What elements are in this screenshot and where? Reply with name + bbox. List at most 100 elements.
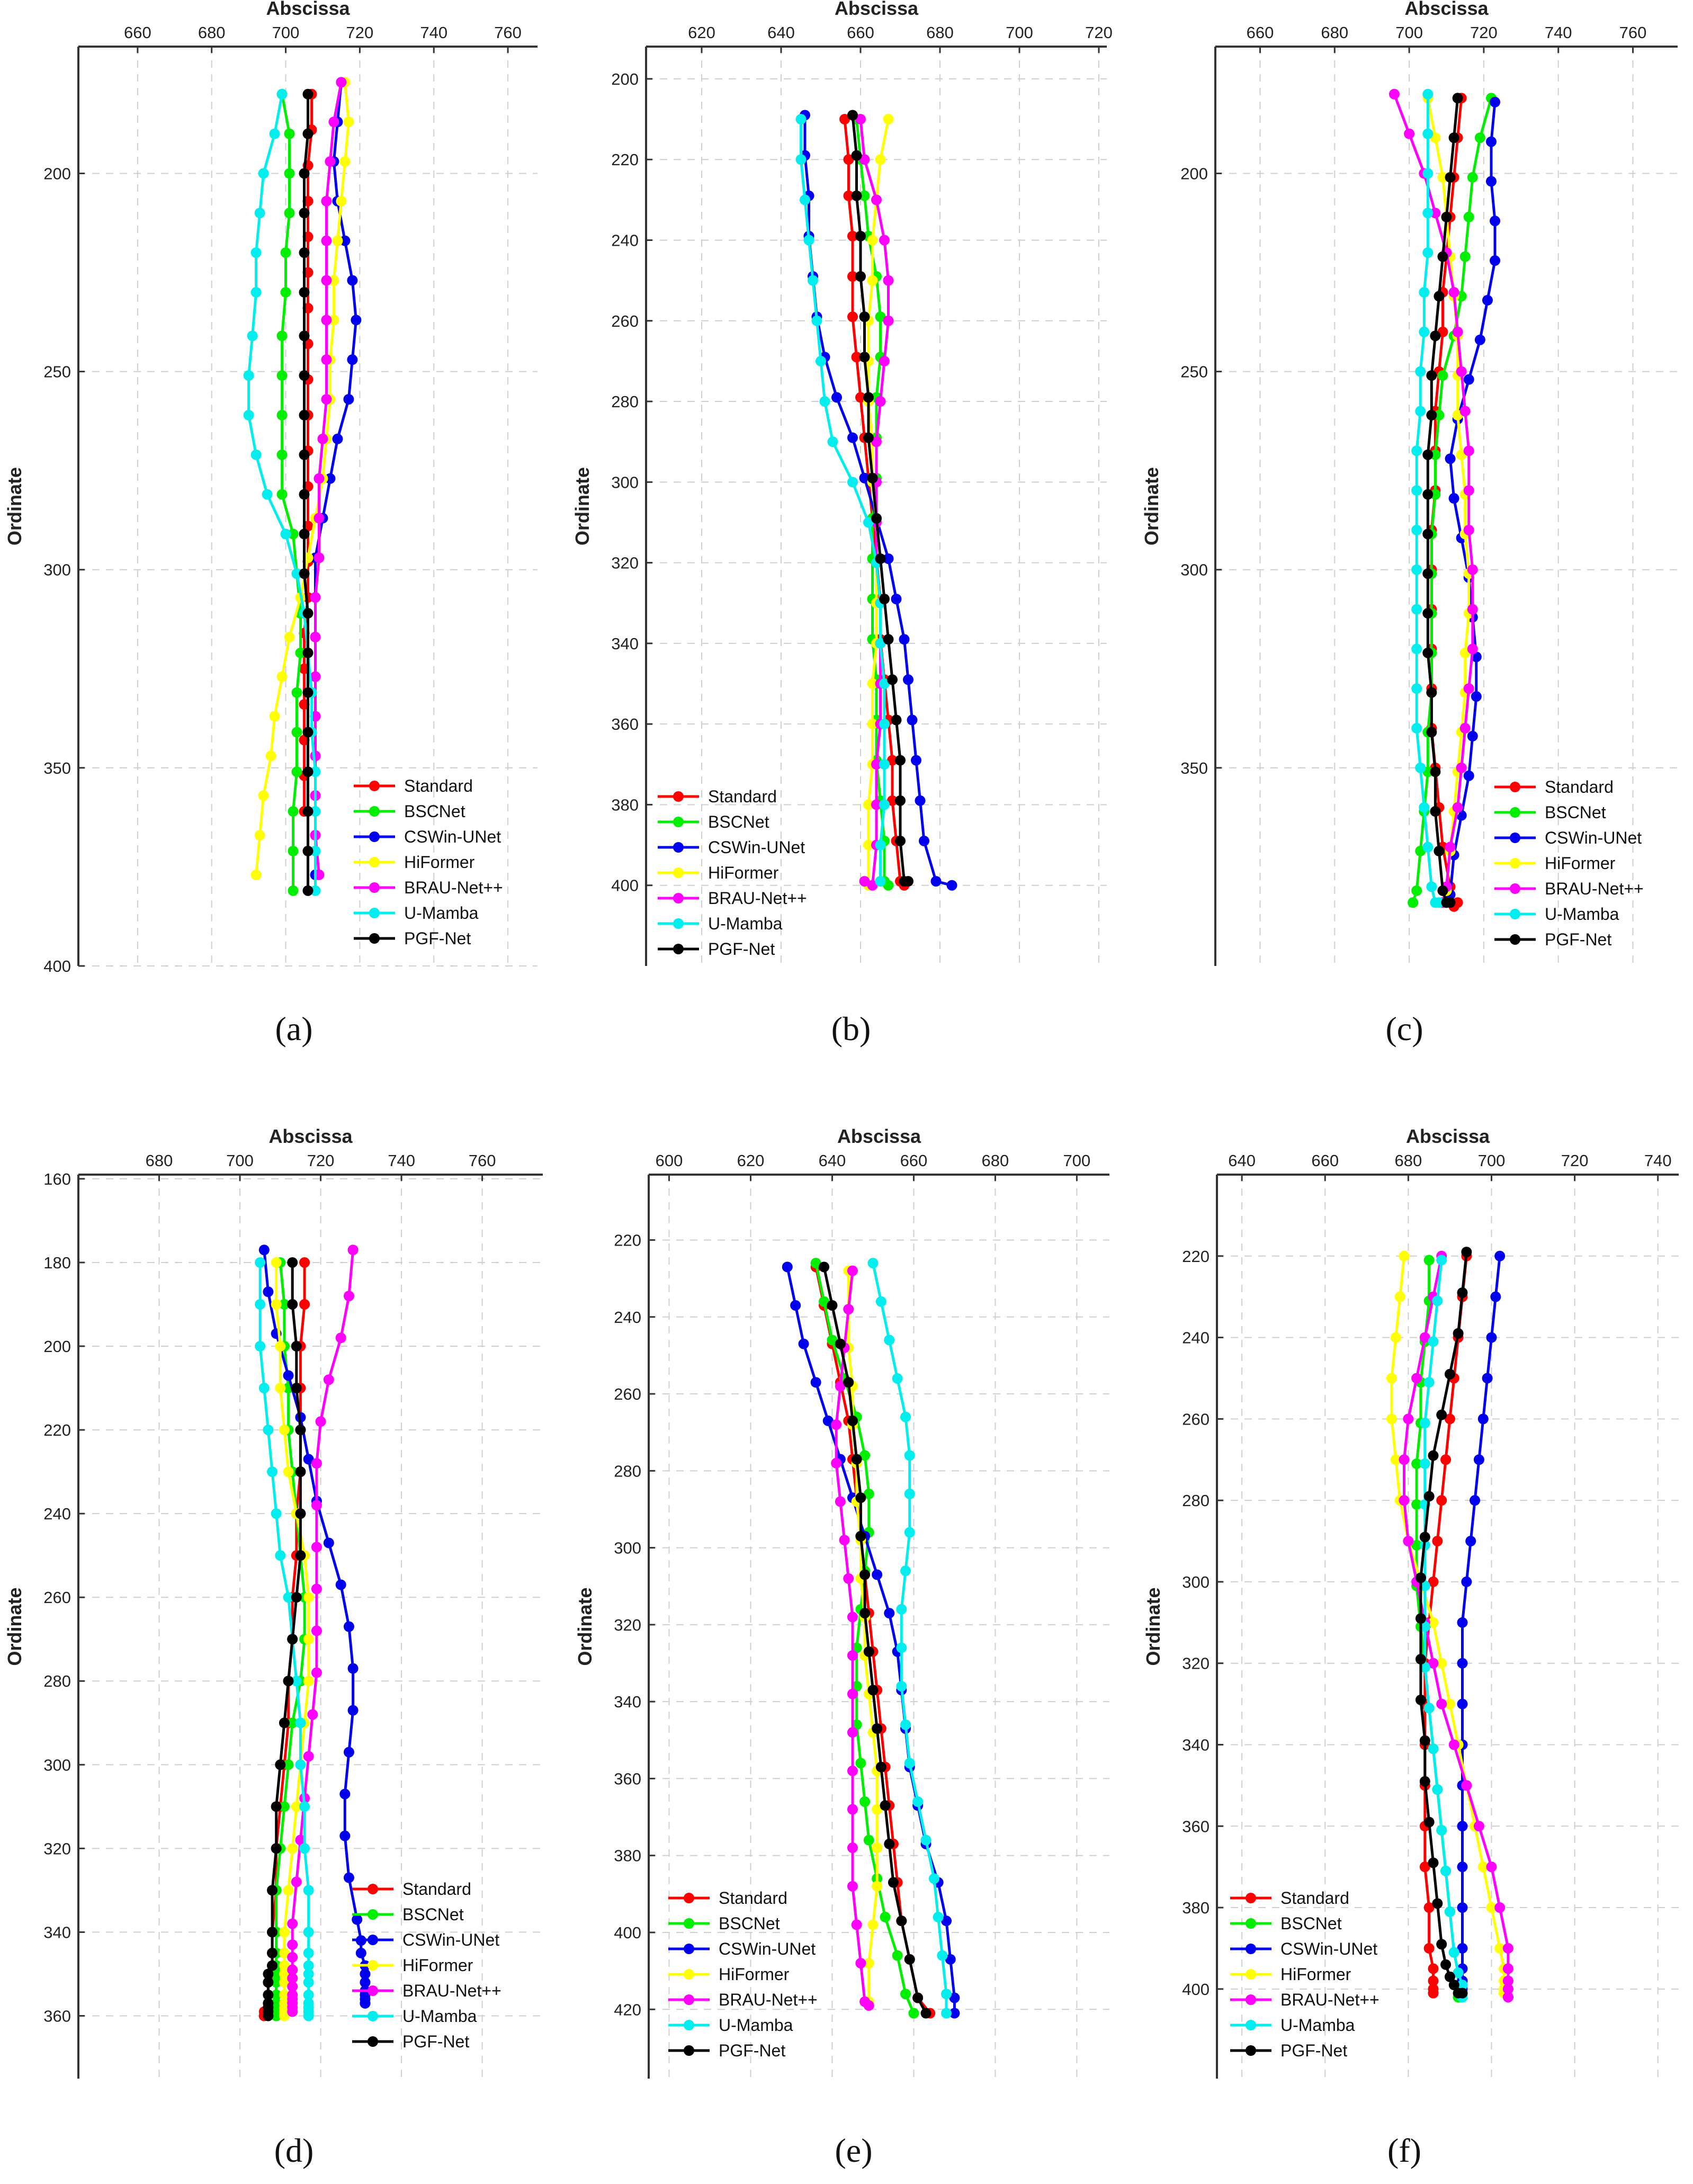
data-point: [299, 208, 310, 219]
data-point: [863, 392, 874, 403]
y-tick-label: 300: [611, 473, 639, 491]
legend-swatch-marker: [673, 918, 684, 929]
x-axis-title: Abscissa: [268, 1125, 353, 1147]
x-tick-label: 660: [847, 23, 874, 42]
legend-label: BRAU-Net++: [1545, 879, 1644, 898]
data-point: [275, 1550, 286, 1561]
data-point: [831, 392, 842, 403]
data-point: [1440, 1865, 1452, 1876]
data-point: [1474, 132, 1485, 144]
data-point: [1490, 1291, 1501, 1302]
legend-label: BSCNet: [1545, 803, 1606, 822]
x-axis-title: Abscissa: [835, 0, 919, 19]
data-point: [262, 489, 273, 500]
data-point: [872, 1881, 883, 1892]
data-point: [1411, 885, 1422, 896]
data-point: [875, 311, 886, 323]
y-tick-label: 360: [611, 715, 639, 733]
data-point: [299, 287, 310, 298]
chart-panel-f: 640 660 680 700 720 740 220 240 260 280 300 320 340 3…: [1142, 1125, 1679, 2169]
x-axis-title: Abscissa: [266, 0, 350, 19]
data-point: [1415, 366, 1426, 377]
series-line: [1423, 1256, 1468, 1993]
data-point: [267, 1927, 278, 1938]
data-point: [855, 230, 866, 241]
data-point: [904, 1450, 915, 1461]
data-point: [1419, 1580, 1430, 1591]
series-u-mamba: [867, 1258, 952, 2019]
data-point: [1432, 1295, 1443, 1306]
y-tick-label: 200: [43, 164, 71, 183]
data-point: [847, 1688, 858, 1699]
data-point: [1467, 172, 1478, 183]
panel-label: (c): [1385, 1010, 1423, 1048]
data-point: [299, 449, 310, 460]
data-point: [1467, 604, 1478, 615]
data-point: [287, 1981, 298, 1992]
data-point: [1430, 489, 1441, 500]
data-point: [900, 1719, 911, 1730]
data-point: [310, 631, 321, 642]
data-point: [1403, 1536, 1414, 1547]
data-point: [839, 114, 850, 125]
data-point: [1486, 1861, 1497, 1873]
y-tick-label: 260: [1182, 1410, 1210, 1428]
data-point: [851, 150, 862, 161]
data-point: [1456, 366, 1467, 377]
legend: Standard BSCNet CSWin-UNet HiFormer BRAU-Net…: [354, 776, 503, 948]
x-tick-label: 660: [900, 1151, 928, 1170]
data-point: [1436, 1255, 1447, 1266]
data-point: [843, 1573, 854, 1584]
data-point: [896, 1642, 907, 1653]
data-point: [1436, 1409, 1447, 1420]
data-point: [863, 839, 874, 851]
data-point: [1436, 1495, 1447, 1506]
data-point: [1432, 1536, 1443, 1547]
data-point: [1436, 1658, 1447, 1669]
data-point: [343, 1621, 354, 1632]
data-point: [267, 1947, 278, 1958]
data-point: [295, 1425, 306, 1436]
data-point: [291, 1876, 302, 1887]
data-point: [883, 634, 894, 645]
y-axis-title: Ordinate: [1142, 1587, 1164, 1666]
data-point: [1448, 1980, 1459, 1991]
data-point: [299, 1257, 310, 1268]
y-tick-label: 300: [43, 1756, 71, 1774]
data-point: [302, 608, 313, 619]
x-tick-label: 600: [656, 1151, 683, 1170]
y-tick-label: 280: [43, 1672, 71, 1690]
data-point: [933, 1911, 944, 1922]
data-point: [310, 671, 321, 682]
data-point: [287, 1964, 298, 1975]
data-point: [879, 355, 890, 366]
data-point: [1474, 334, 1485, 345]
series-u-mamba: [1411, 88, 1445, 908]
legend-swatch-marker: [673, 944, 684, 954]
y-tick-label: 340: [1182, 1735, 1210, 1754]
legend-swatch-marker: [369, 806, 380, 817]
data-point: [335, 1332, 346, 1344]
data-point: [313, 473, 325, 484]
data-point: [1419, 1621, 1430, 1632]
y-tick-label: 400: [614, 1923, 641, 1942]
data-point: [871, 513, 882, 524]
data-point: [851, 190, 862, 201]
data-point: [325, 156, 336, 167]
legend-swatch-marker: [369, 781, 380, 791]
data-point: [321, 315, 332, 326]
data-point: [276, 449, 288, 460]
data-point: [1470, 1495, 1481, 1506]
legend-label: U-Mamba: [402, 2007, 477, 2026]
data-point: [303, 1634, 314, 1645]
data-point: [311, 1500, 322, 1511]
data-point: [302, 766, 313, 777]
data-point: [250, 869, 262, 880]
data-point: [295, 1834, 306, 1846]
legend-swatch-marker: [1246, 1994, 1256, 2005]
data-point: [875, 839, 886, 851]
data-point: [912, 1796, 924, 1807]
legend-swatch-marker: [368, 1985, 378, 1996]
data-point: [1471, 651, 1482, 663]
data-point: [1411, 1499, 1422, 1510]
